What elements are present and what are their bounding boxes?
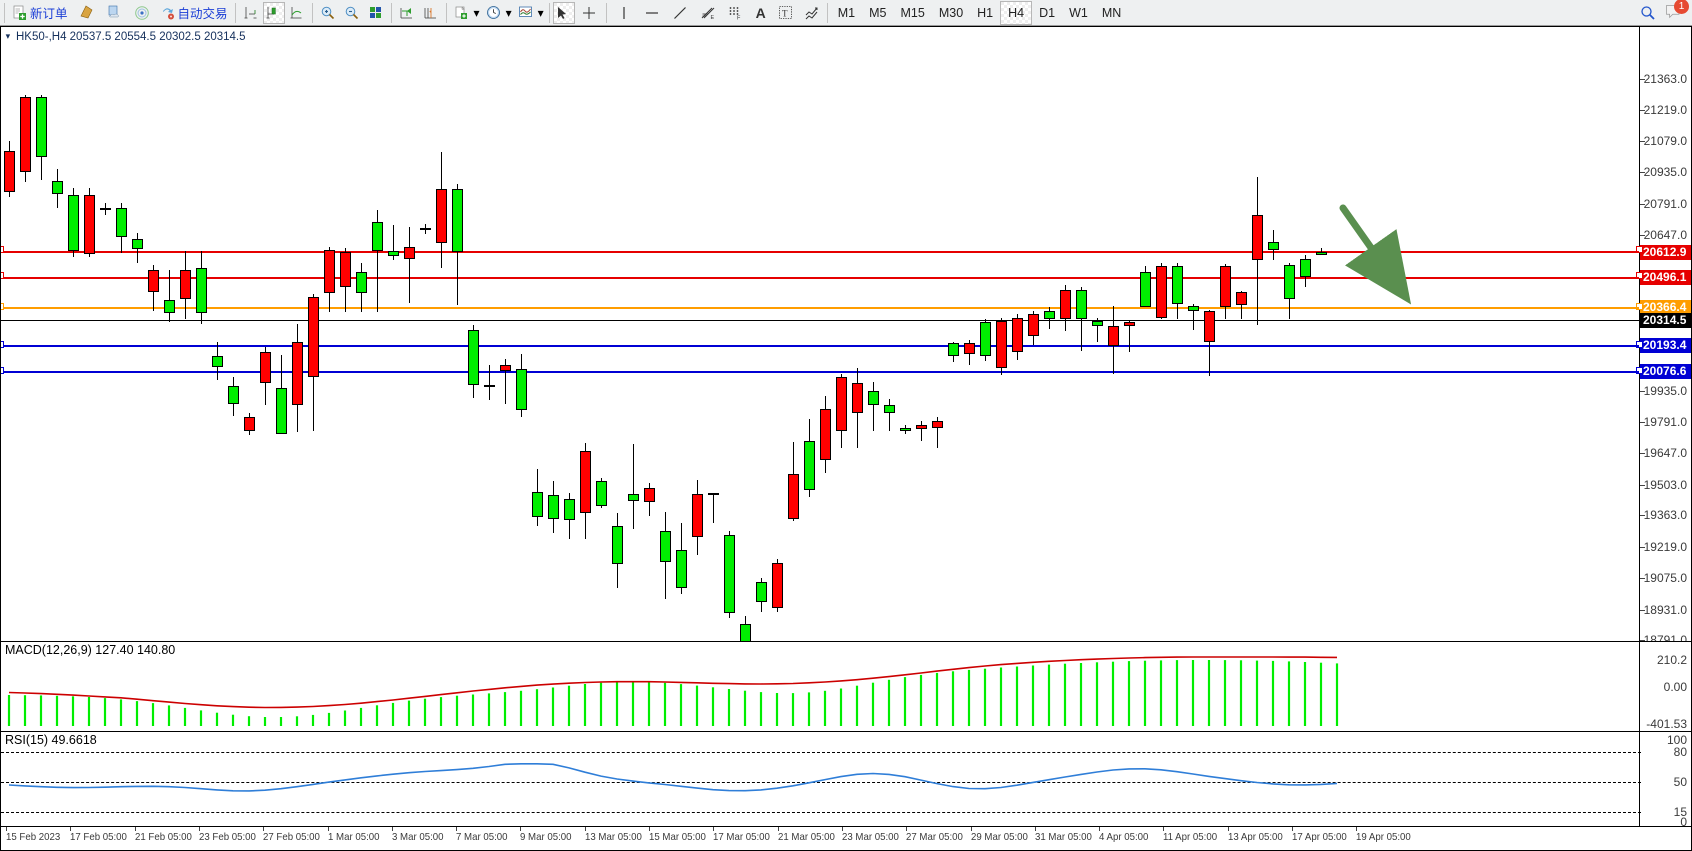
svg-text:T: T	[782, 8, 788, 18]
svg-text:E: E	[710, 15, 714, 21]
svg-text:F: F	[737, 15, 741, 21]
